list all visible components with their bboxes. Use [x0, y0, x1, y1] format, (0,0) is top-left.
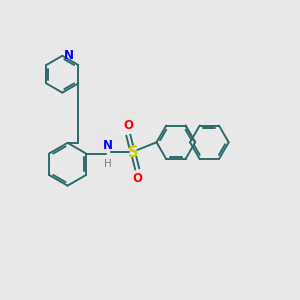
Text: O: O [123, 119, 133, 132]
Text: O: O [132, 172, 142, 185]
Text: N: N [64, 49, 74, 62]
Text: N: N [103, 139, 112, 152]
Text: S: S [128, 145, 138, 160]
Text: H: H [103, 159, 111, 169]
